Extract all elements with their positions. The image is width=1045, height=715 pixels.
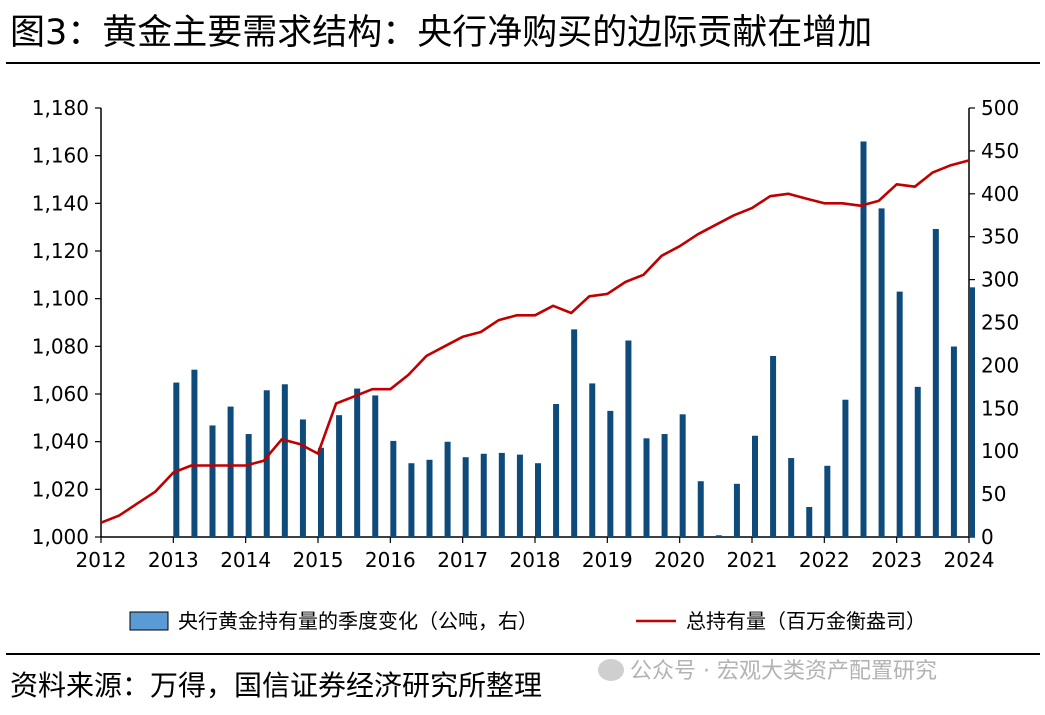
- watermark-text: 公众号 · 宏观大类资产配置研究: [630, 659, 937, 684]
- watermark: 公众号 · 宏观大类资产配置研究: [598, 656, 937, 688]
- x-tick-label: 2018: [510, 548, 561, 572]
- bar: [191, 369, 198, 537]
- chart: 1,000 1,020 1,040 1,060 1,080 1,100 1,120 1,140…: [32, 96, 1019, 633]
- x-tick-label: 2023: [871, 548, 922, 572]
- left-tick-label: 1,060: [32, 382, 89, 406]
- bar: [679, 414, 686, 537]
- bar: [752, 435, 758, 537]
- right-tick-label: 100: [981, 439, 1019, 463]
- holdings-line: [100, 159, 970, 524]
- bar: [625, 340, 632, 537]
- bar: [209, 425, 216, 537]
- right-tick-label: 300: [981, 268, 1019, 292]
- bar: [372, 395, 379, 537]
- bar: [661, 434, 668, 537]
- bar: [444, 441, 451, 537]
- bar: [806, 506, 813, 537]
- bar: [643, 438, 650, 537]
- bar: [571, 329, 578, 537]
- legend-bar-label: 央行黄金持有量的季度变化（公吨，右）: [178, 609, 538, 633]
- tick-labels: 1,000 1,020 1,040 1,060 1,080 1,100 1,120 1,140…: [32, 96, 1019, 572]
- bar: [733, 483, 740, 537]
- x-tick-label: 2024: [944, 548, 995, 572]
- left-tick-label: 1,180: [32, 96, 89, 120]
- bar: [715, 535, 722, 537]
- x-tick-label: 2013: [148, 548, 199, 572]
- legend-line-label: 总持有量（百万金衡盎司）: [686, 609, 926, 633]
- bar: [480, 453, 487, 537]
- bar: [516, 454, 523, 537]
- x-tick-label: 2022: [799, 548, 850, 572]
- x-tick-label: 2021: [727, 548, 778, 572]
- line-series: [100, 159, 970, 524]
- bar: [281, 384, 288, 537]
- bar: [607, 410, 614, 537]
- bar: [299, 419, 306, 537]
- legend-bar-swatch: [129, 611, 169, 631]
- bar: [535, 463, 541, 537]
- left-tick-label: 1,080: [32, 334, 89, 358]
- right-tick-label: 150: [981, 396, 1019, 420]
- bar: [408, 463, 415, 537]
- bar: [932, 228, 939, 537]
- x-tick-label: 2016: [365, 548, 416, 572]
- bar: [318, 447, 324, 537]
- bar: [914, 386, 921, 537]
- wechat-icon: [598, 659, 624, 681]
- left-tick-label: 1,140: [32, 191, 89, 215]
- footer-divider: [6, 653, 1040, 655]
- bar: [896, 291, 903, 537]
- bar: [227, 406, 234, 537]
- right-tick-label: 450: [981, 139, 1019, 163]
- bar: [462, 457, 469, 537]
- legend: 央行黄金持有量的季度变化（公吨，右） 总持有量（百万金衡盎司）: [129, 609, 926, 633]
- right-tick-label: 250: [981, 311, 1019, 335]
- x-tick-label: 2017: [437, 548, 488, 572]
- x-tick-label: 2020: [654, 548, 705, 572]
- bar: [354, 388, 361, 537]
- bar: [878, 208, 885, 538]
- x-tick-label: 2012: [76, 548, 127, 572]
- bar: [969, 287, 975, 537]
- x-tick-label: 2015: [293, 548, 344, 572]
- left-tick-label: 1,040: [32, 430, 89, 454]
- source-note: 资料来源：万得，国信证券经济研究所整理: [10, 669, 543, 702]
- bar: [824, 465, 831, 537]
- bar: [842, 399, 849, 537]
- left-tick-label: 1,020: [32, 477, 89, 501]
- right-tick-label: 400: [981, 182, 1019, 206]
- left-tick-label: 1,120: [32, 239, 89, 263]
- bar: [553, 404, 560, 537]
- bar: [173, 382, 180, 537]
- bar: [697, 481, 704, 537]
- bar: [336, 415, 343, 537]
- right-tick-label: 500: [981, 96, 1019, 120]
- bar-series: [173, 141, 975, 538]
- bar: [950, 346, 957, 537]
- left-tick-label: 1,160: [32, 144, 89, 168]
- x-tick-label: 2019: [582, 548, 633, 572]
- bar: [426, 459, 433, 537]
- right-tick-label: 350: [981, 225, 1019, 249]
- bar: [245, 434, 252, 537]
- right-tick-label: 200: [981, 353, 1019, 377]
- chart-title: 图3：黄金主要需求结构：央行净购买的边际贡献在增加: [10, 13, 873, 53]
- bar: [589, 383, 596, 537]
- bar: [390, 440, 397, 537]
- title-divider: [6, 62, 1040, 64]
- x-tick-label: 2014: [220, 548, 271, 572]
- left-tick-label: 1,100: [32, 287, 89, 311]
- bar: [860, 141, 867, 537]
- left-tick-label: 1,000: [32, 525, 89, 549]
- bar: [263, 390, 270, 537]
- right-tick-label: 0: [981, 525, 994, 549]
- bar: [498, 452, 505, 537]
- bar: [788, 458, 795, 537]
- bar: [770, 355, 777, 537]
- right-tick-label: 50: [981, 482, 1006, 506]
